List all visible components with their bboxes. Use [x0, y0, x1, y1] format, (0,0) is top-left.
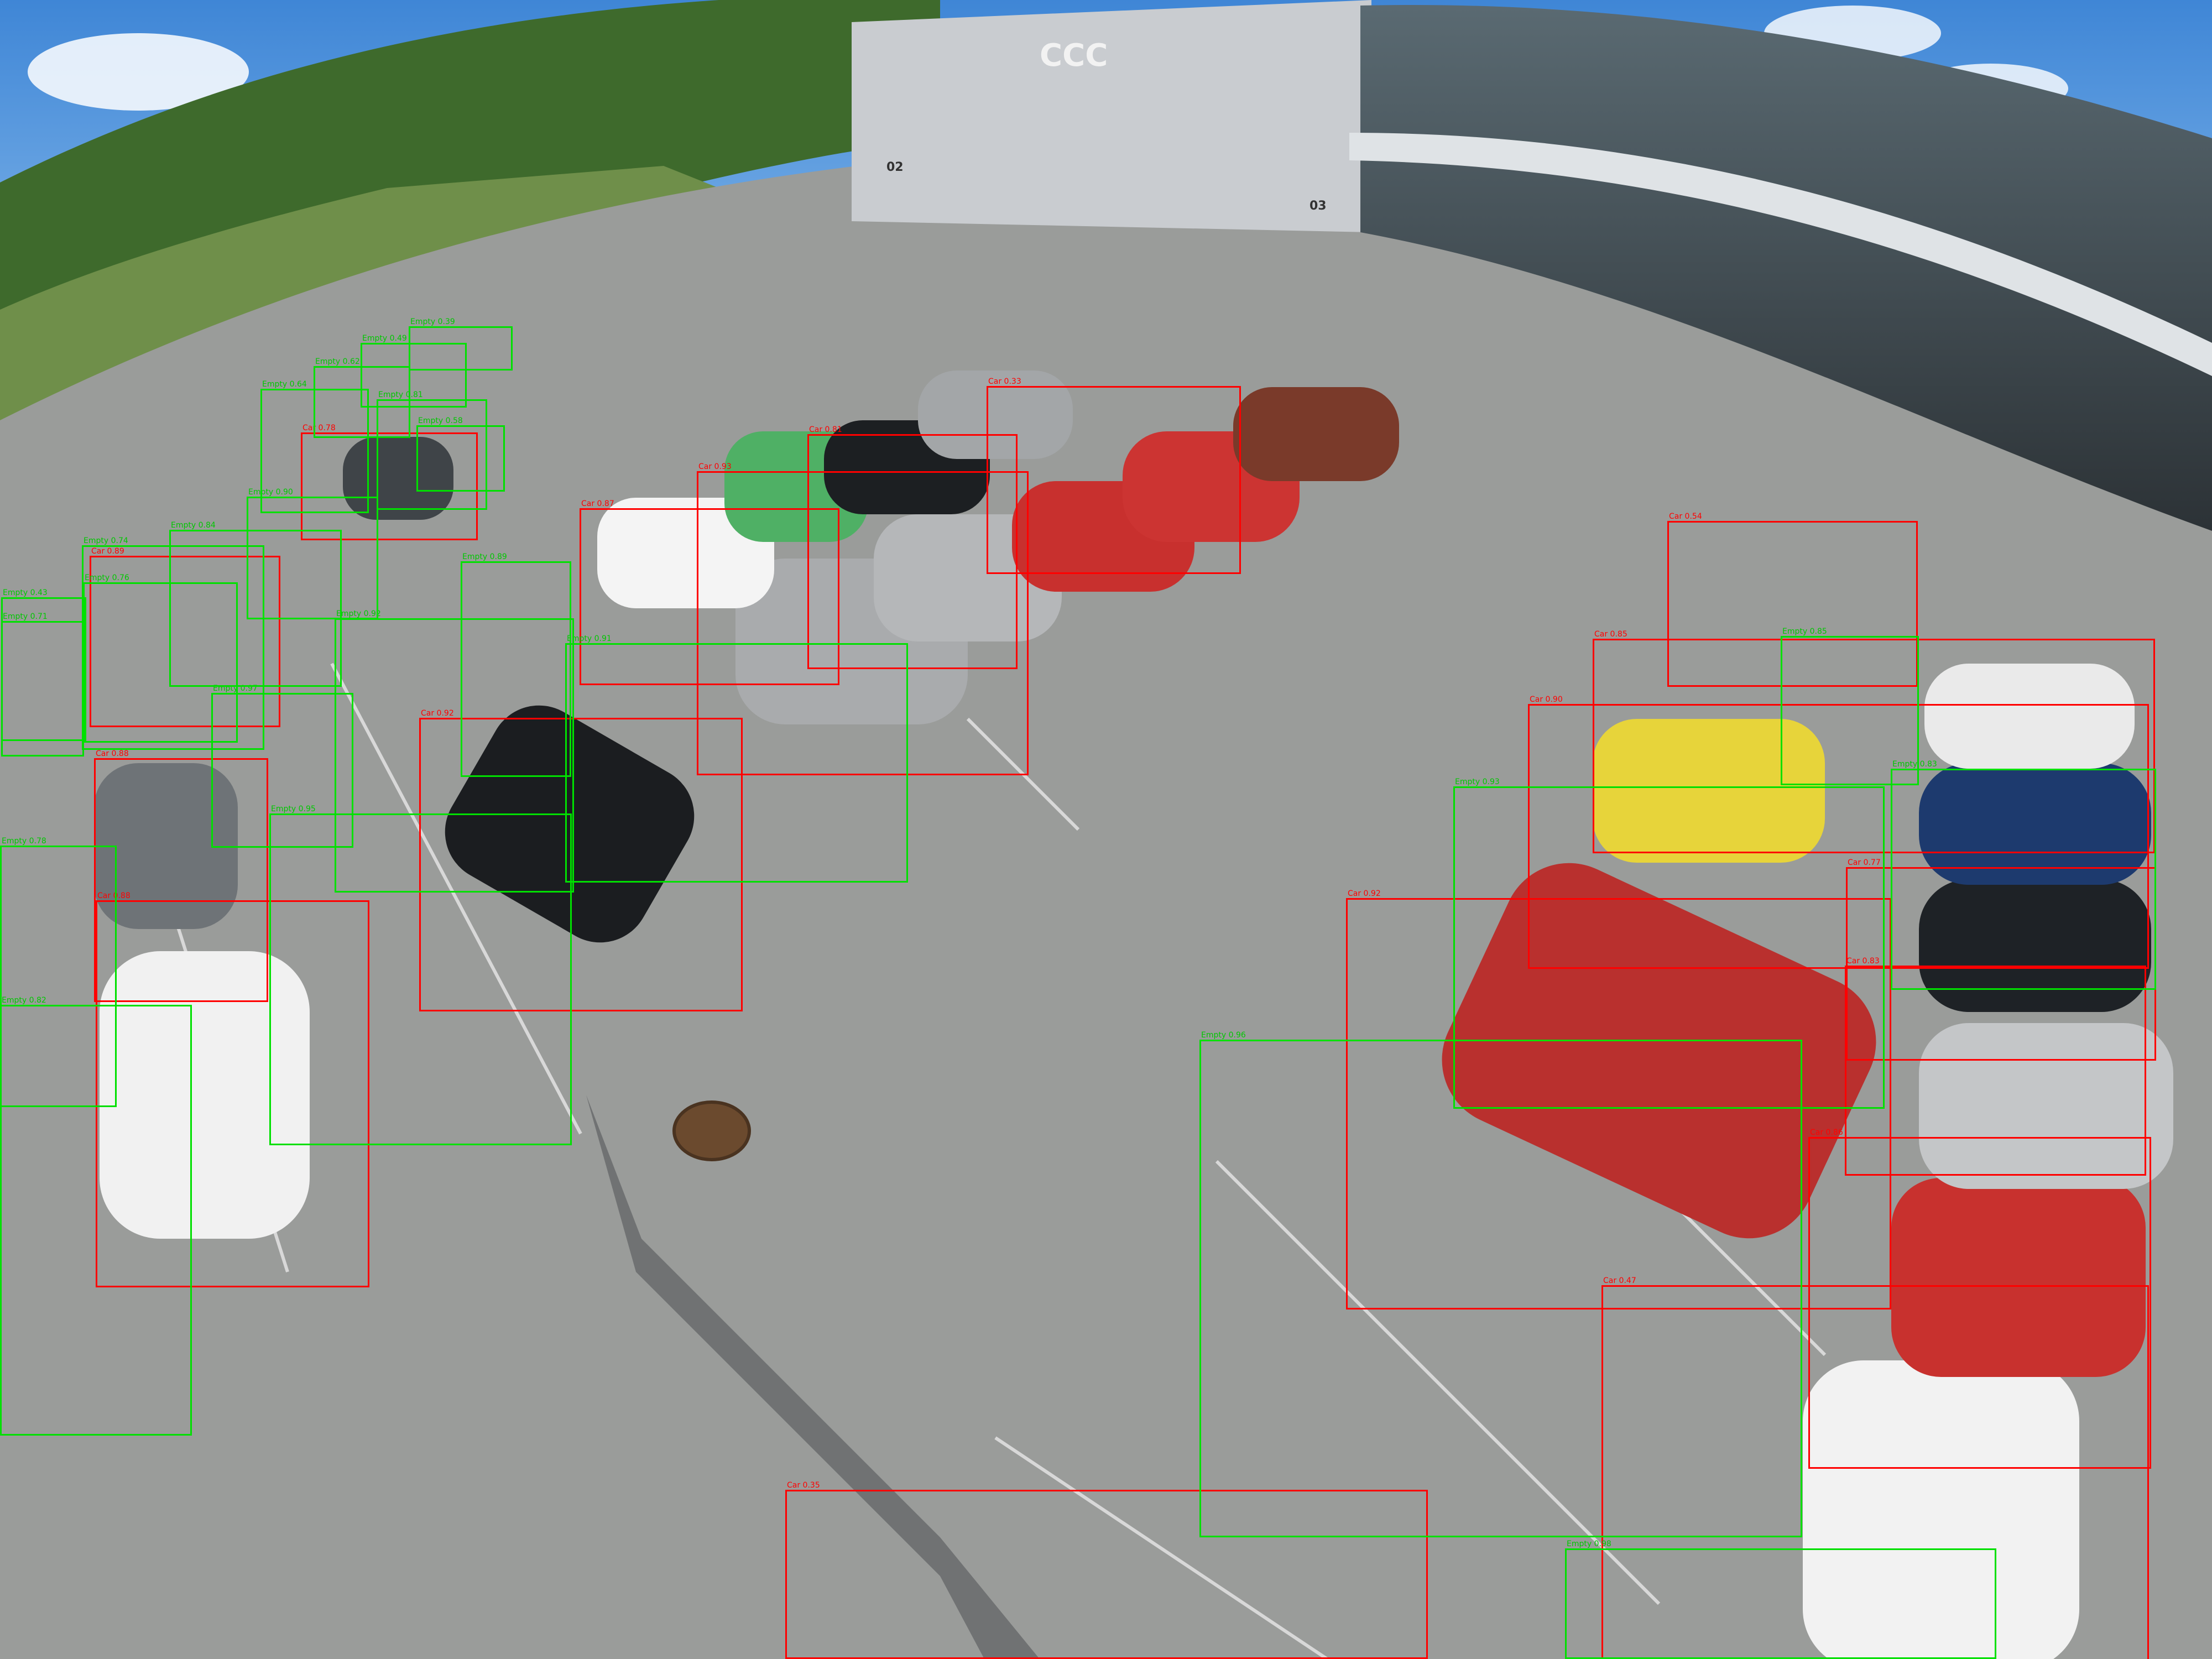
detection-label: Car 0.35	[787, 1481, 820, 1490]
car-detection-box: Car 0.47	[1601, 1276, 2149, 1659]
detection-label: Empty 0.85	[1782, 627, 1827, 636]
canopy	[1349, 133, 2212, 376]
empty-spot-detection-box: Empty 0.78	[0, 837, 117, 1107]
detection-label: Empty 0.74	[84, 536, 128, 545]
empty-spot-detection-box: Empty 0.85	[1781, 627, 1919, 785]
car-detection-box: Car 0.90	[1528, 695, 2149, 969]
detection-label: Car 0.54	[1669, 512, 1702, 521]
car-detection-box: Car 0.88	[96, 891, 369, 1287]
detection-label: Empty 0.98	[1567, 1540, 1611, 1548]
empty-spot-detection-box: Empty 0.76	[83, 573, 238, 743]
car-detection-box: Car 0.93	[697, 462, 1029, 775]
detection-label: Empty 0.96	[1201, 1031, 1246, 1040]
detection-label: Car 0.83	[1846, 957, 1880, 966]
empty-spot-detection-box: Empty 0.74	[82, 536, 264, 750]
empty-spot-detection-box: Empty 0.90	[247, 488, 378, 619]
detection-label: Car 0.88	[96, 749, 129, 758]
car-detection-box: Car 0.88	[94, 749, 268, 1002]
detection-label: Empty 0.58	[418, 416, 463, 425]
car-detection-box: Car 0.89	[90, 547, 280, 727]
detection-label: Empty 0.62	[315, 357, 360, 366]
detection-label: Empty 0.89	[462, 552, 507, 561]
detection-label: Empty 0.82	[2, 996, 46, 1005]
detection-label: Empty 0.39	[410, 317, 455, 326]
detection-label: Empty 0.90	[248, 488, 293, 497]
empty-spot-detection-box: Empty 0.83	[1891, 760, 2156, 990]
detection-label: Empty 0.93	[1455, 778, 1500, 786]
detection-label: Empty 0.91	[567, 634, 612, 643]
detection-label: Empty 0.81	[378, 390, 423, 399]
car-detection-box: Car 0.86	[1808, 1128, 2151, 1469]
detection-label: Empty 0.76	[85, 573, 129, 582]
car-detection-box: Car 0.33	[987, 377, 1241, 574]
empty-spot-detection-box: Empty 0.49	[361, 334, 467, 408]
detection-label: Empty 0.92	[336, 609, 381, 618]
detection-label: Empty 0.83	[1892, 760, 1937, 769]
car-detection-box: Car 0.83	[1845, 957, 2146, 1176]
detection-label: Empty 0.71	[3, 612, 48, 621]
empty-spot-detection-box: Empty 0.82	[0, 996, 192, 1436]
parked-cars	[94, 371, 2173, 1659]
detection-label: Car 0.85	[1594, 630, 1627, 639]
cloud	[28, 33, 249, 111]
detection-label: Empty 0.95	[271, 805, 316, 813]
car-detection-box: Car 0.81	[807, 425, 1018, 669]
manhole	[672, 1100, 751, 1161]
empty-spot-detection-box: Empty 0.71	[1, 612, 84, 757]
detection-label: Car 0.87	[581, 499, 614, 508]
detection-label: Empty 0.78	[2, 837, 46, 846]
detection-label: Car 0.78	[302, 424, 336, 432]
empty-spot-detection-box: Empty 0.89	[461, 552, 571, 777]
car-detection-box: Car 0.54	[1667, 512, 1918, 687]
detection-label: Empty 0.64	[262, 380, 307, 389]
detection-label: Car 0.77	[1848, 858, 1881, 867]
car-detection-box: Car 0.78	[301, 424, 478, 540]
detection-label: Car 0.93	[698, 462, 732, 471]
car-detection-box: Car 0.85	[1593, 630, 2155, 853]
car-detection-box: Car 0.87	[580, 499, 839, 685]
detection-label: Car 0.86	[1810, 1128, 1843, 1137]
car-detection-box: Car 0.92	[1346, 889, 1891, 1310]
pole-number-label: 02	[886, 160, 904, 174]
detection-label: Car 0.47	[1603, 1276, 1636, 1285]
store-facade	[852, 0, 1371, 232]
glass-facade	[1360, 4, 2212, 531]
empty-spot-detection-box: Empty 0.84	[169, 521, 342, 687]
empty-spot-detection-box: Empty 0.91	[565, 634, 908, 883]
detection-label: Car 0.89	[91, 547, 124, 556]
empty-spot-detection-box: Empty 0.98	[1565, 1540, 1996, 1659]
detection-label: Car 0.90	[1530, 695, 1563, 704]
detection-label: Car 0.81	[809, 425, 842, 434]
empty-spot-detection-box: Empty 0.81	[377, 390, 487, 510]
empty-spot-detection-box: Empty 0.58	[416, 416, 505, 492]
detection-label: Empty 0.84	[171, 521, 216, 530]
car-detection-box: Car 0.35	[785, 1481, 1428, 1659]
car-detection-box: Car 0.92	[419, 709, 743, 1011]
empty-spot-detection-box: Empty 0.95	[269, 805, 572, 1145]
empty-spot-detection-box: Empty 0.96	[1199, 1031, 1802, 1537]
detection-label: Car 0.33	[988, 377, 1021, 386]
empty-spot-detection-box: Empty 0.93	[1453, 778, 1885, 1109]
detection-label: Car 0.92	[421, 709, 454, 718]
detection-label: Empty 0.43	[3, 588, 48, 597]
detection-label: Empty 0.49	[362, 334, 407, 343]
store-sign: CCC	[1040, 38, 1108, 74]
empty-spot-detection-box: Empty 0.39	[409, 317, 513, 371]
detection-label: Car 0.88	[97, 891, 131, 900]
pole-number-label: 03	[1310, 199, 1327, 213]
detection-label: Car 0.92	[1348, 889, 1381, 898]
empty-spot-detection-box: Empty 0.92	[335, 609, 574, 893]
